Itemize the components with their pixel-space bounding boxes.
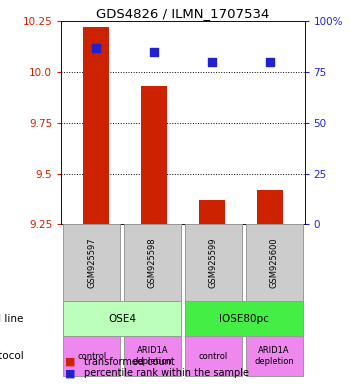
Text: GSM925597: GSM925597: [87, 237, 96, 288]
Title: GDS4826 / ILMN_1707534: GDS4826 / ILMN_1707534: [96, 7, 270, 20]
Bar: [83, 27, 109, 224]
Text: ARID1A
depletion: ARID1A depletion: [133, 346, 172, 366]
Text: GSM925598: GSM925598: [148, 237, 157, 288]
Bar: [245, 336, 303, 376]
Bar: [185, 301, 303, 336]
Text: GSM925600: GSM925600: [270, 237, 279, 288]
Point: [267, 59, 273, 65]
Text: protocol: protocol: [0, 351, 23, 361]
Point: [93, 45, 99, 51]
Text: ARID1A
depletion: ARID1A depletion: [254, 346, 294, 366]
Text: control: control: [199, 352, 228, 361]
Text: percentile rank within the sample: percentile rank within the sample: [84, 368, 249, 378]
Text: control: control: [77, 352, 106, 361]
Bar: [63, 224, 120, 301]
Bar: [185, 336, 242, 376]
Bar: [124, 336, 181, 376]
Bar: [141, 86, 167, 224]
Text: ■: ■: [65, 368, 75, 378]
Bar: [245, 224, 303, 301]
Bar: [63, 336, 120, 376]
Text: transformed count: transformed count: [84, 357, 175, 367]
Bar: [124, 224, 181, 301]
Text: IOSE80pc: IOSE80pc: [219, 314, 269, 324]
Text: OSE4: OSE4: [108, 314, 136, 324]
Bar: [63, 301, 181, 336]
Point: [151, 48, 157, 55]
Text: cell line: cell line: [0, 314, 23, 324]
Text: GSM925599: GSM925599: [209, 237, 218, 288]
Bar: [185, 224, 242, 301]
Text: ■: ■: [65, 357, 75, 367]
Bar: [199, 200, 225, 224]
Bar: [257, 190, 283, 224]
Point: [209, 59, 215, 65]
